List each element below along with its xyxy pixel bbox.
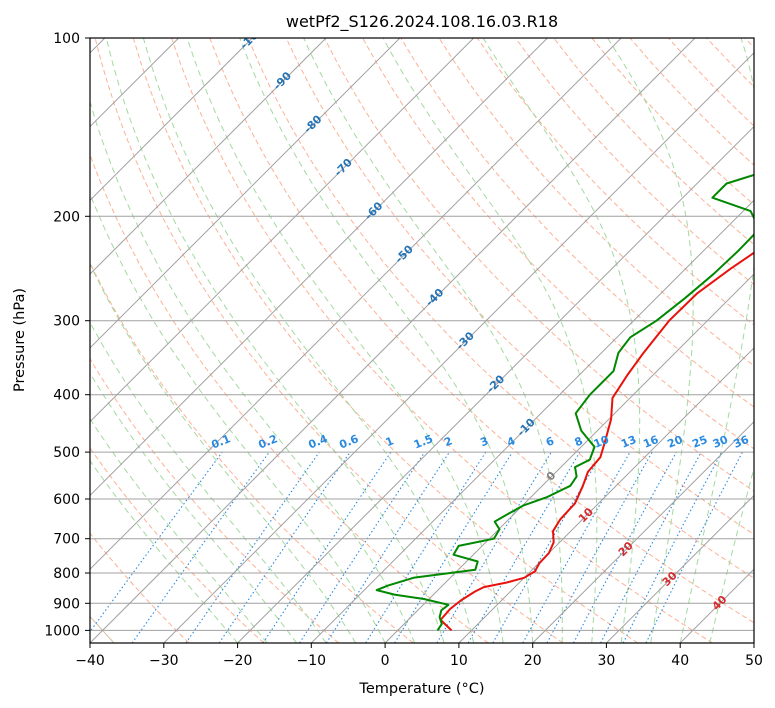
moist-adiabat <box>607 38 694 643</box>
mixing-ratio-line <box>546 451 653 643</box>
mixing-ratio-line <box>573 451 677 643</box>
x-tick-label: 40 <box>671 653 689 669</box>
sounding-profiles <box>375 173 754 632</box>
mixing-ratio-label: 1 <box>384 434 396 449</box>
isotherm <box>90 38 622 570</box>
dry-adiabat <box>362 38 754 450</box>
x-tick-label: 10 <box>450 653 468 669</box>
mixing-ratio-label: 25 <box>690 433 709 451</box>
moist-adiabat <box>303 38 563 643</box>
mixing-ratio-label: 3 <box>478 434 490 449</box>
x-tick-label: 50 <box>745 653 763 669</box>
y-tick-label: 900 <box>53 596 80 612</box>
mixing-ratio-label: 10 <box>592 433 611 451</box>
moist-adiabat <box>90 459 238 643</box>
mixing-ratio-label: 30 <box>711 433 730 451</box>
y-tick-label: 700 <box>53 532 80 548</box>
x-tick-label: −10 <box>297 653 327 669</box>
x-tick-label: −20 <box>223 653 253 669</box>
isotherms <box>90 38 754 643</box>
isotherm <box>90 38 327 275</box>
isotherm <box>90 38 696 643</box>
isotherm <box>310 199 754 643</box>
plot-frame <box>89 37 755 644</box>
moist-adiabat <box>679 38 754 643</box>
chart-title: wetPf2_S126.2024.108.16.03.R18 <box>286 12 558 32</box>
y-tick-label: 100 <box>53 31 80 47</box>
x-tick-label: −30 <box>149 653 179 669</box>
moist-adiabat <box>709 466 754 643</box>
isotherm <box>384 273 754 643</box>
isotherm <box>458 347 754 643</box>
moist-adiabat <box>90 372 297 643</box>
y-tick-label: 600 <box>53 492 80 508</box>
moist-adiabat <box>90 192 386 643</box>
x-axis-title: Temperature (°C) <box>358 681 484 697</box>
mixing-ratio-label: 13 <box>619 433 638 451</box>
dry-adiabat <box>171 38 713 643</box>
dry-adiabat <box>209 38 754 624</box>
dry-adiabat <box>323 38 754 492</box>
moist-adiabat <box>482 38 641 643</box>
moist-adiabat <box>90 417 268 643</box>
mixing-ratio-label: 20 <box>666 433 685 451</box>
y-tick-label: 200 <box>53 209 80 225</box>
isotherm <box>90 38 401 349</box>
y-tick-label: 800 <box>53 566 80 582</box>
isotherm <box>90 38 548 497</box>
isotherm <box>163 52 754 643</box>
mixing-ratio-label: 2 <box>442 434 454 449</box>
y-tick-label: 300 <box>53 314 80 330</box>
dewpoint-profile <box>375 173 754 631</box>
dry-adiabat <box>132 38 639 643</box>
dry-adiabat <box>90 357 339 643</box>
mixing-ratio-label: 16 <box>641 433 660 451</box>
isotherm <box>90 38 253 202</box>
moist-adiabat <box>90 321 327 643</box>
isotherm <box>532 420 754 643</box>
y-tick-label: 500 <box>53 445 80 461</box>
dry-adiabat <box>94 38 564 643</box>
mixing-ratio-line <box>90 451 223 633</box>
x-tick-label: 0 <box>381 653 390 669</box>
isotherm <box>90 38 475 423</box>
moist-adiabat <box>142 38 475 643</box>
mixing-ratio-line <box>394 451 513 643</box>
moist-adiabats <box>90 38 754 643</box>
x-axis: −40 −30 −20 −10 0 10 20 30 40 50 <box>75 643 763 669</box>
y-axis-title: Pressure (hPa) <box>12 288 28 392</box>
mixing-ratio-line <box>522 451 631 643</box>
y-axis: 100 200 300 400 500 600 700 800 900 1000 <box>44 31 90 639</box>
x-tick-label: −40 <box>75 653 105 669</box>
mixing-ratio-line <box>645 451 743 643</box>
temperature-profile <box>439 251 754 632</box>
mixing-ratio-line <box>262 451 392 643</box>
y-tick-label: 1000 <box>44 623 80 639</box>
moist-adiabat <box>382 38 598 643</box>
mixing-ratio-line <box>325 451 450 643</box>
isobars <box>90 38 754 631</box>
moist-adiabat <box>239 38 534 643</box>
moist-adiabat <box>186 38 504 643</box>
x-tick-label: 20 <box>524 653 542 669</box>
dry-adiabat <box>515 38 754 286</box>
mixing-ratio-lines <box>90 451 743 643</box>
x-tick-label: 30 <box>597 653 615 669</box>
dry-adiabat <box>90 447 265 643</box>
mixing-ratio-label: 36 <box>732 433 751 451</box>
mixing-ratio-line <box>131 451 270 643</box>
mixing-ratio-line <box>185 451 320 643</box>
dry-adiabat <box>438 38 754 367</box>
dry-adiabat <box>90 532 190 643</box>
y-tick-label: 400 <box>53 388 80 404</box>
isotherm <box>237 125 754 643</box>
isotherm <box>606 494 754 643</box>
mixing-ratio-label: 8 <box>573 434 585 449</box>
mixing-ratio-line <box>218 451 351 643</box>
mixing-ratio-line <box>299 451 426 643</box>
moist-adiabat <box>90 263 357 643</box>
